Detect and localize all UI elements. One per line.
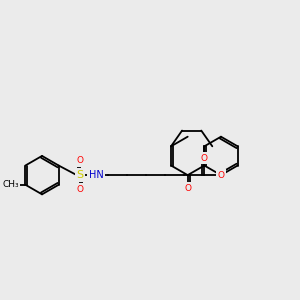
Text: O: O bbox=[76, 156, 83, 165]
Text: HN: HN bbox=[89, 170, 104, 180]
Text: O: O bbox=[218, 171, 224, 180]
Text: S: S bbox=[76, 170, 83, 180]
Text: O: O bbox=[200, 154, 207, 163]
Text: CH₃: CH₃ bbox=[2, 180, 19, 189]
Text: O: O bbox=[76, 185, 83, 194]
Text: O: O bbox=[184, 184, 191, 193]
